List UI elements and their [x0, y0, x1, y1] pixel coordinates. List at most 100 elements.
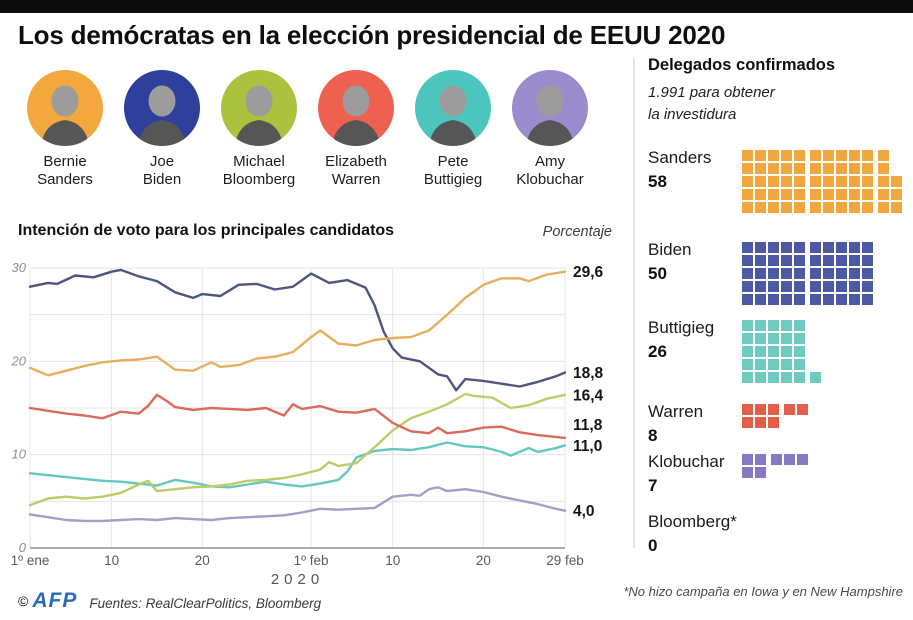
- delegate-square: [781, 333, 792, 344]
- delegate-square: [781, 372, 792, 383]
- line-chart: 0 10 20 30 1º ene 10 20 1º feb 10 20 29 feb 2020 4,0…: [11, 260, 604, 588]
- delegate-square: [755, 404, 766, 415]
- delegate-count: 50: [648, 264, 667, 283]
- delegate-square: [755, 150, 766, 161]
- candidate-avatar: [221, 70, 297, 146]
- delegate-row-warren: Warren 8: [648, 402, 908, 446]
- y-tick-label: 0: [19, 540, 27, 555]
- delegate-square: [794, 333, 805, 344]
- delegate-square: [794, 189, 805, 200]
- delegate-square: [755, 372, 766, 383]
- delegate-square: [742, 202, 753, 213]
- candidate-avatar: [318, 70, 394, 146]
- x-tick-label: 29 feb: [546, 553, 584, 568]
- delegate-waffle: [742, 242, 907, 312]
- delegate-square: [781, 359, 792, 370]
- delegate-square: [810, 268, 821, 279]
- delegate-square: [836, 281, 847, 292]
- series-line-buttigieg: [28, 441, 567, 489]
- delegate-square: [891, 202, 902, 213]
- delegate-square: [742, 242, 753, 253]
- series-line-bloomberg: [28, 392, 567, 507]
- delegate-square: [891, 189, 902, 200]
- delegate-square: [755, 333, 766, 344]
- delegate-square: [810, 202, 821, 213]
- candidate-name: Elizabeth Warren: [325, 153, 387, 189]
- delegate-square: [742, 359, 753, 370]
- delegate-square: [781, 294, 792, 305]
- delegate-square: [755, 346, 766, 357]
- afp-logo: AFP: [32, 589, 78, 612]
- delegate-square: [823, 202, 834, 213]
- delegate-square: [794, 163, 805, 174]
- delegate-square: [781, 346, 792, 357]
- end-value-label: 18,8: [573, 365, 604, 382]
- y-tick-label: 20: [11, 353, 27, 368]
- delegate-square: [784, 404, 795, 415]
- delegate-square: [849, 202, 860, 213]
- delegate-square: [836, 163, 847, 174]
- x-tick-label: 20: [195, 553, 210, 568]
- delegate-square: [755, 189, 766, 200]
- delegate-square: [755, 417, 766, 428]
- delegate-square: [755, 281, 766, 292]
- delegate-square: [742, 404, 753, 415]
- delegate-square: [810, 255, 821, 266]
- delegate-square: [768, 417, 779, 428]
- delegate-square: [742, 163, 753, 174]
- delegate-square: [742, 176, 753, 187]
- delegate-square: [755, 255, 766, 266]
- delegate-square: [768, 150, 779, 161]
- delegate-square: [810, 242, 821, 253]
- delegate-square: [836, 242, 847, 253]
- footer: © AFP Fuentes: RealClearPolitics, Bloomb…: [18, 589, 321, 613]
- candidate-name: Pete Buttigieg: [423, 153, 483, 189]
- delegate-square: [862, 150, 873, 161]
- candidate-name: Amy Klobuchar: [516, 153, 584, 189]
- delegate-square: [794, 150, 805, 161]
- delegate-square: [781, 176, 792, 187]
- delegate-square: [810, 150, 821, 161]
- delegate-square: [878, 176, 889, 187]
- delegate-name: Bloomberg*: [648, 512, 737, 531]
- delegates-subheading-2: la investidura: [648, 106, 737, 123]
- delegate-square: [794, 320, 805, 331]
- delegate-square: [755, 467, 766, 478]
- candidate-avatar: [415, 70, 491, 146]
- delegate-square: [781, 150, 792, 161]
- delegate-square: [781, 320, 792, 331]
- delegate-square: [781, 242, 792, 253]
- panel-divider: [633, 58, 635, 548]
- delegate-square: [849, 255, 860, 266]
- delegate-square: [742, 454, 753, 465]
- delegate-square: [836, 150, 847, 161]
- series-line-biden: [28, 268, 567, 392]
- delegate-square: [823, 255, 834, 266]
- delegate-square: [742, 372, 753, 383]
- delegate-square: [742, 189, 753, 200]
- series-line-warren: [28, 393, 567, 440]
- delegate-square: [862, 255, 873, 266]
- delegate-square: [768, 242, 779, 253]
- delegate-square: [781, 202, 792, 213]
- end-value-label: 16,4: [573, 387, 604, 404]
- chart-title: Intención de voto para los principales c…: [18, 222, 395, 239]
- delegate-square: [781, 281, 792, 292]
- delegate-row-klobuchar: Klobuchar 7: [648, 452, 908, 496]
- chart-unit-label: Porcentaje: [542, 224, 612, 240]
- delegate-square: [823, 242, 834, 253]
- delegate-square: [823, 189, 834, 200]
- footnote: *No hizo campaña en Iowa y en New Hampsh…: [623, 584, 903, 599]
- delegate-square: [768, 294, 779, 305]
- delegate-square: [768, 346, 779, 357]
- delegate-square: [862, 163, 873, 174]
- candidate-avatar: [124, 70, 200, 146]
- delegate-square: [836, 294, 847, 305]
- x-tick-label: 1º feb: [294, 553, 329, 568]
- candidate-warren: Elizabeth Warren: [308, 70, 404, 190]
- candidate-name: Bernie Sanders: [37, 153, 93, 189]
- delegate-square: [891, 176, 902, 187]
- delegate-count: 8: [648, 426, 658, 445]
- delegate-count: 26: [648, 342, 667, 361]
